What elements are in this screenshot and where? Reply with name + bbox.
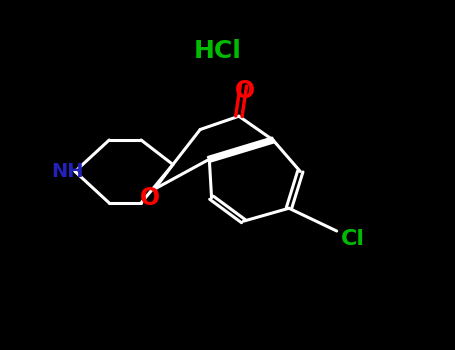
- Text: O: O: [140, 186, 160, 210]
- Text: HCl: HCl: [193, 39, 242, 63]
- Text: NH: NH: [51, 162, 84, 181]
- Text: Cl: Cl: [341, 229, 364, 249]
- Text: O: O: [235, 79, 255, 103]
